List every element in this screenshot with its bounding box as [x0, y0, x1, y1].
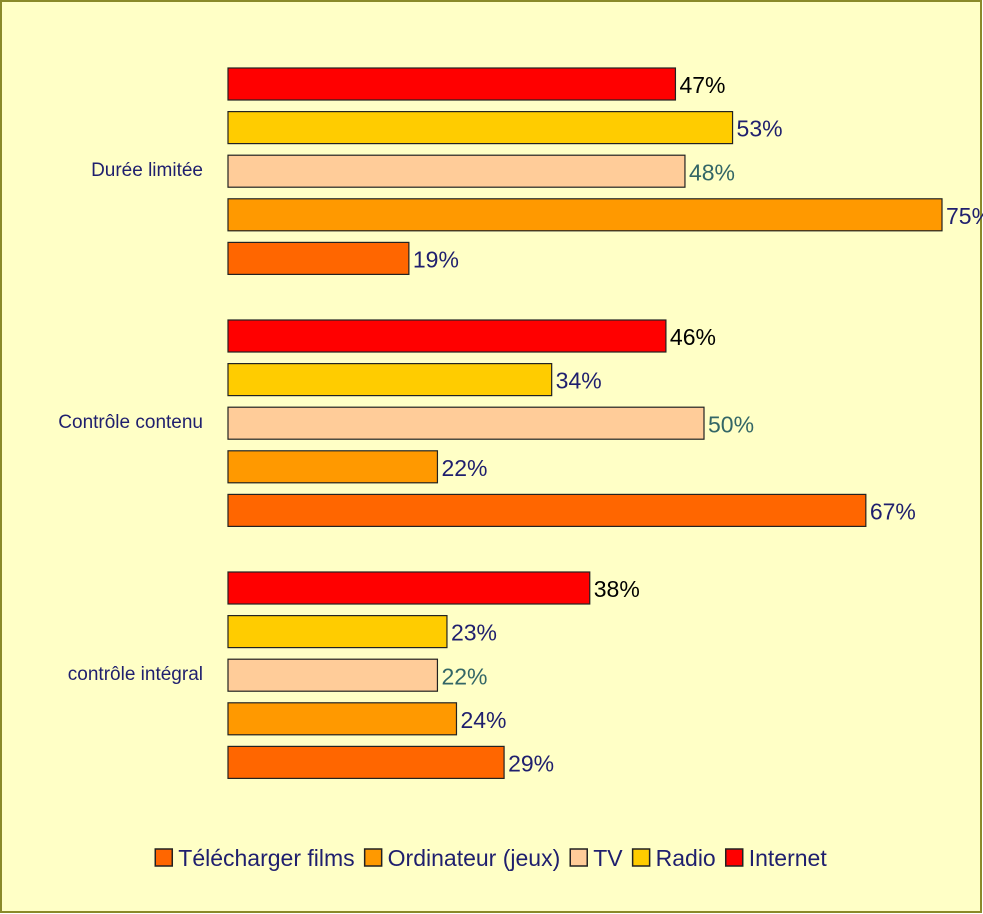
legend-swatch [154, 848, 174, 867]
bar [227, 154, 686, 188]
value-label: 24% [460, 707, 506, 733]
bar [227, 493, 867, 527]
bar [227, 319, 667, 353]
legend-label: Ordinateur (jeux) [388, 845, 561, 871]
legend-swatch [724, 848, 744, 867]
legend-swatch [363, 848, 383, 867]
value-label: 50% [708, 411, 754, 437]
bar [227, 702, 458, 736]
bar [227, 363, 553, 397]
value-label: 23% [451, 620, 497, 646]
value-label: 34% [556, 368, 602, 394]
category-label: Contrôle contenu [58, 412, 203, 433]
bar [227, 450, 439, 484]
value-label: 48% [689, 159, 735, 185]
bar [227, 614, 448, 649]
value-label: 38% [594, 576, 640, 602]
legend-label: Télécharger films [178, 845, 354, 871]
value-label: 29% [508, 750, 554, 776]
value-label: 47% [679, 72, 725, 98]
legend-label: TV [593, 845, 623, 871]
value-label: 75% [946, 203, 983, 229]
bar [227, 241, 410, 275]
legend-swatch [569, 848, 588, 867]
value-label: 67% [870, 498, 916, 524]
legend-label: Radio [656, 845, 716, 871]
bar [227, 658, 439, 692]
category-label: Durée limitée [91, 160, 203, 181]
bar [227, 198, 943, 232]
legend-swatch [631, 848, 651, 867]
bar [227, 406, 705, 440]
bar [227, 745, 505, 780]
value-label: 46% [670, 324, 716, 350]
legend-label: Internet [749, 845, 828, 871]
bar [227, 110, 734, 145]
bar [227, 571, 591, 605]
value-label: 22% [441, 663, 487, 689]
value-label: 22% [441, 455, 487, 481]
value-label: 53% [737, 116, 783, 142]
value-label: 19% [413, 246, 459, 272]
category-label: contrôle intégral [68, 664, 203, 685]
bar [227, 67, 677, 101]
